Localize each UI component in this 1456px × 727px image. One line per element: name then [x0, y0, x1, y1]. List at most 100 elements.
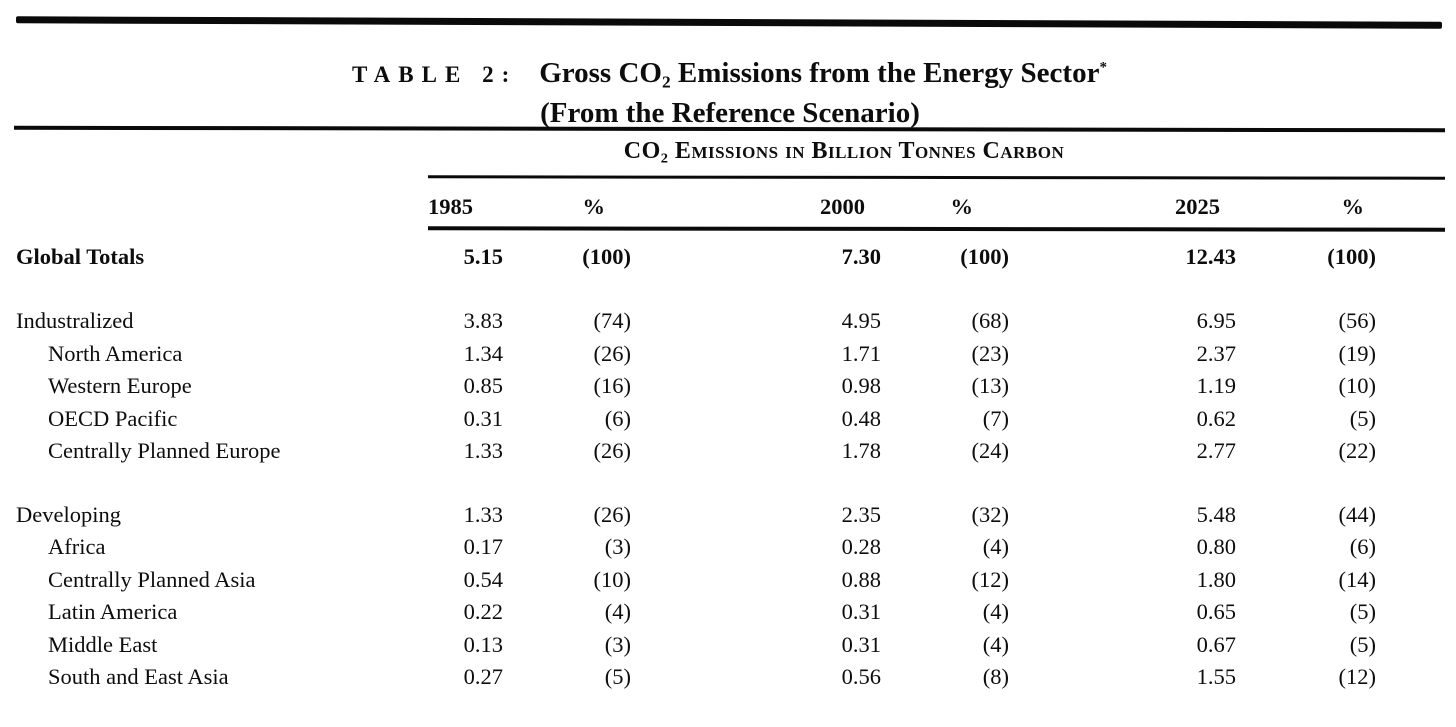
cell-value: 0.31 — [841, 599, 881, 624]
cell-value: 0.98 — [841, 373, 881, 398]
table-row: Centrally Planned Europe 1.33 (26) 1.78 (24)… — [0, 435, 1456, 468]
cell-value: 0.67 — [1196, 631, 1236, 657]
cell-value: (12) — [1338, 664, 1377, 689]
cell-value: 12.43 — [1185, 244, 1236, 269]
cell-value: (5) — [604, 664, 631, 689]
cell-value: 1.33 — [463, 501, 503, 527]
unit-header-rule — [427, 175, 1446, 180]
cell-value: 7.30 — [841, 244, 881, 269]
row-label: Middle East — [48, 631, 158, 657]
cell-value: (10) — [593, 566, 632, 592]
column-header: % — [582, 194, 606, 219]
row-label: Centrally Planned Asia — [48, 566, 256, 592]
table-number-label: TABLE 2: — [352, 61, 518, 87]
cell-value: (19) — [1338, 340, 1377, 366]
table-row: OECD Pacific 0.31 (6) 0.48 (7) 0.62 (5) — [0, 403, 1456, 436]
column-header: 1985 — [428, 194, 473, 219]
cell-value: (13) — [971, 373, 1010, 398]
cell-value: (16) — [593, 373, 632, 398]
row-label: Western Europe — [48, 373, 192, 398]
cell-value: (4) — [604, 599, 631, 624]
row-label: OECD Pacific — [48, 405, 178, 431]
table-row: Middle East 0.13 (3) 0.31 (4) 0.67 (5) — [0, 629, 1456, 662]
cell-value: 1.19 — [1196, 373, 1236, 398]
cell-value: (5) — [1349, 599, 1376, 624]
cell-value: (100) — [582, 244, 631, 269]
column-header: 2000 — [820, 194, 865, 219]
cell-value: (5) — [1349, 405, 1376, 431]
row-label: Africa — [48, 534, 106, 559]
table-row: Global Totals 5.15 (100) 7.30 (100) 12.43 (100… — [0, 240, 1456, 274]
table-row: Industralized 3.83 (74) 4.95 (68) 6.95 (56) — [0, 305, 1456, 338]
table-title-line: TABLE 2: Gross CO₂ Emissions from the Ene… — [10, 49, 1450, 96]
cell-value: (5) — [1349, 631, 1376, 657]
emissions-table-body: Global Totals 5.15 (100) 7.30 (100) 12.43 (100… — [0, 240, 1456, 694]
cell-value: 1.80 — [1196, 566, 1236, 592]
cell-value: 0.80 — [1196, 534, 1236, 559]
cell-value: (6) — [604, 405, 631, 431]
cell-value: 5.15 — [463, 244, 503, 269]
cell-value: (26) — [593, 438, 632, 463]
cell-value: 6.95 — [1196, 308, 1236, 333]
row-label: Centrally Planned Europe — [48, 438, 281, 463]
row-label: Global Totals — [16, 244, 145, 269]
cell-value: 1.34 — [463, 340, 503, 366]
cell-value: 0.13 — [463, 631, 503, 657]
column-header-row: 1985% 2000% 2025% — [0, 191, 1456, 223]
column-header: % — [1341, 194, 1365, 219]
table-title: Gross CO₂ Emissions from the Energy Sect… — [539, 57, 1108, 89]
cell-value: 2.37 — [1196, 340, 1236, 366]
table-row: Latin America 0.22 (4) 0.31 (4) 0.65 (5) — [0, 596, 1456, 629]
unit-header: CO₂ Emissions in Billion Tonnes Carbon — [623, 138, 1065, 164]
cell-value: (23) — [971, 340, 1010, 366]
cell-value: 1.78 — [841, 438, 881, 463]
cell-value: (26) — [593, 501, 632, 527]
cell-value: (10) — [1338, 373, 1377, 398]
cell-value: 0.31 — [463, 405, 503, 431]
cell-value: 0.27 — [463, 664, 503, 689]
cell-value: 1.33 — [463, 438, 503, 463]
row-label: Industralized — [16, 308, 134, 333]
column-header: % — [950, 194, 974, 219]
footnote-marker: * — [1099, 59, 1108, 75]
cell-value: 4.95 — [841, 308, 881, 333]
cell-value: (100) — [1327, 244, 1376, 269]
cell-value: (14) — [1338, 566, 1377, 592]
row-label: North America — [48, 340, 183, 366]
cell-value: (56) — [1338, 308, 1377, 333]
table-row: South and East Asia 0.27 (5) 0.56 (8) 1.55 (12… — [0, 661, 1456, 694]
cell-value: 0.28 — [841, 534, 881, 559]
table-subtitle: (From the Reference Scenario) — [540, 96, 920, 129]
cell-value: (6) — [1349, 534, 1376, 559]
cell-value: (68) — [971, 308, 1010, 333]
column-header: 2025 — [1175, 194, 1220, 219]
cell-value: 0.65 — [1196, 599, 1236, 624]
cell-value: (44) — [1338, 501, 1377, 527]
table-row: Centrally Planned Asia 0.54 (10) 0.88 (12) 1.… — [0, 564, 1456, 597]
cell-value: (3) — [604, 534, 631, 559]
cell-value: (7) — [982, 405, 1009, 431]
cell-value: (74) — [593, 308, 632, 333]
cell-value: 0.54 — [463, 566, 503, 592]
column-header-rule — [427, 226, 1446, 232]
cell-value: (22) — [1338, 438, 1377, 463]
cell-value: 0.22 — [463, 599, 503, 624]
cell-value: (3) — [604, 631, 631, 657]
table-row: Developing 1.33 (26) 2.35 (32) 5.48 (44) — [0, 499, 1456, 532]
cell-value: (24) — [971, 438, 1010, 463]
cell-value: 2.77 — [1196, 438, 1236, 463]
table-row: Western Europe 0.85 (16) 0.98 (13) 1.19 (10) — [0, 370, 1456, 403]
cell-value: (12) — [971, 566, 1010, 592]
cell-value: 0.17 — [463, 534, 503, 559]
cell-value: 2.35 — [841, 501, 881, 527]
table-row: Africa 0.17 (3) 0.28 (4) 0.80 (6) — [0, 531, 1456, 564]
cell-value: (8) — [982, 664, 1009, 689]
cell-value: 3.83 — [463, 308, 503, 333]
row-label: South and East Asia — [48, 664, 229, 689]
cell-value: 0.48 — [841, 405, 881, 431]
cell-value: (100) — [960, 244, 1009, 269]
cell-value: (26) — [593, 340, 632, 366]
table-title-block: TABLE 2: Gross CO₂ Emissions from the Ene… — [10, 49, 1450, 131]
row-label: Latin America — [48, 599, 178, 624]
cell-value: 0.85 — [463, 373, 503, 398]
